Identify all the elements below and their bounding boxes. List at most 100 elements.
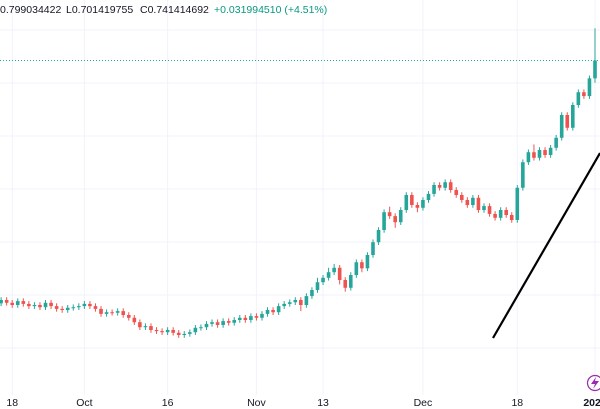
x-tick-label: 13 bbox=[317, 397, 329, 409]
candle-body bbox=[49, 302, 53, 307]
candle-body bbox=[304, 296, 309, 305]
candle-body bbox=[4, 300, 9, 303]
candle-body bbox=[537, 150, 542, 158]
candle bbox=[348, 272, 353, 291]
candle-body bbox=[459, 195, 464, 200]
candle-body bbox=[287, 302, 292, 304]
trend-line-drawing[interactable] bbox=[492, 152, 600, 339]
candle bbox=[204, 321, 209, 330]
candle-body bbox=[343, 280, 348, 288]
candle-body bbox=[504, 210, 508, 215]
candle-body bbox=[115, 311, 120, 313]
candle bbox=[554, 135, 558, 151]
header-close: C0.741414692 bbox=[140, 4, 209, 16]
candle-body bbox=[571, 105, 575, 128]
candle bbox=[365, 252, 370, 272]
candle bbox=[521, 159, 525, 191]
candle bbox=[343, 277, 348, 292]
candle-body bbox=[515, 187, 520, 220]
candle-body bbox=[232, 320, 237, 323]
candle bbox=[410, 192, 414, 208]
candle bbox=[154, 327, 159, 334]
header-low: L0.701419755 bbox=[66, 4, 133, 16]
grid bbox=[0, 0, 600, 395]
candle bbox=[571, 102, 575, 131]
candle bbox=[282, 301, 286, 309]
candle-body bbox=[182, 333, 187, 335]
x-tick-label: 18 bbox=[511, 397, 523, 409]
candle bbox=[393, 213, 397, 228]
candle-body bbox=[0, 300, 3, 304]
candle bbox=[104, 309, 109, 317]
candle bbox=[593, 28, 597, 83]
candle-body bbox=[315, 282, 320, 290]
candle bbox=[332, 263, 336, 275]
candle-body bbox=[337, 267, 342, 280]
candle-body bbox=[410, 195, 414, 205]
candle-body bbox=[160, 331, 164, 333]
x-tick-label: 16 bbox=[162, 397, 174, 409]
candle-body bbox=[398, 210, 403, 223]
candle bbox=[138, 319, 142, 330]
candle-body bbox=[554, 137, 558, 148]
candle-body bbox=[348, 275, 353, 288]
candle-body bbox=[126, 315, 131, 318]
candle-body bbox=[321, 277, 325, 283]
candle bbox=[43, 300, 48, 310]
candle bbox=[387, 206, 392, 219]
candle bbox=[143, 323, 148, 330]
candle bbox=[576, 89, 581, 108]
candle-body bbox=[415, 205, 420, 208]
candle-body bbox=[465, 200, 470, 205]
candle-body bbox=[65, 307, 70, 310]
candle bbox=[54, 303, 59, 312]
candle bbox=[32, 302, 37, 309]
candle-body bbox=[276, 306, 281, 313]
candle bbox=[171, 327, 175, 336]
candle-body bbox=[38, 305, 42, 308]
candle-body bbox=[387, 212, 392, 217]
replay-icon[interactable] bbox=[586, 374, 600, 392]
candle-body bbox=[382, 212, 386, 230]
candle bbox=[249, 313, 253, 323]
candle-body bbox=[454, 190, 459, 195]
candle-body bbox=[293, 300, 298, 303]
candle-body bbox=[60, 308, 64, 310]
candle-body bbox=[77, 306, 81, 308]
candle bbox=[482, 203, 486, 213]
candle-body bbox=[559, 115, 564, 138]
candle bbox=[121, 308, 126, 318]
candle bbox=[382, 209, 386, 233]
candle bbox=[210, 319, 214, 327]
candle bbox=[426, 191, 431, 203]
candle bbox=[321, 275, 325, 285]
candle bbox=[276, 303, 281, 315]
candle bbox=[437, 182, 442, 191]
candle-body bbox=[360, 262, 364, 269]
candle bbox=[293, 297, 298, 305]
candle-body bbox=[498, 210, 503, 218]
candle bbox=[487, 203, 492, 217]
candle-body bbox=[132, 317, 137, 323]
candle bbox=[199, 324, 203, 331]
candle bbox=[160, 328, 164, 335]
candle bbox=[49, 300, 53, 309]
x-axis: 18 Oct 16 Nov 13 Dec 18 2024 bbox=[6, 397, 600, 409]
x-tick-label: Dec bbox=[414, 397, 433, 409]
candle bbox=[315, 277, 320, 293]
candle-body bbox=[254, 316, 259, 318]
candle-body bbox=[193, 327, 198, 333]
candle bbox=[299, 297, 303, 312]
candle-body bbox=[143, 326, 148, 328]
candle bbox=[0, 297, 3, 307]
candle bbox=[115, 308, 120, 316]
candle-body bbox=[188, 332, 192, 334]
candle bbox=[404, 192, 409, 213]
x-tick-label: 2024 bbox=[583, 397, 600, 409]
candle-body bbox=[493, 213, 497, 218]
candle-body bbox=[104, 312, 109, 314]
candle bbox=[21, 298, 26, 307]
candle-body bbox=[93, 306, 98, 309]
candle bbox=[165, 327, 170, 335]
